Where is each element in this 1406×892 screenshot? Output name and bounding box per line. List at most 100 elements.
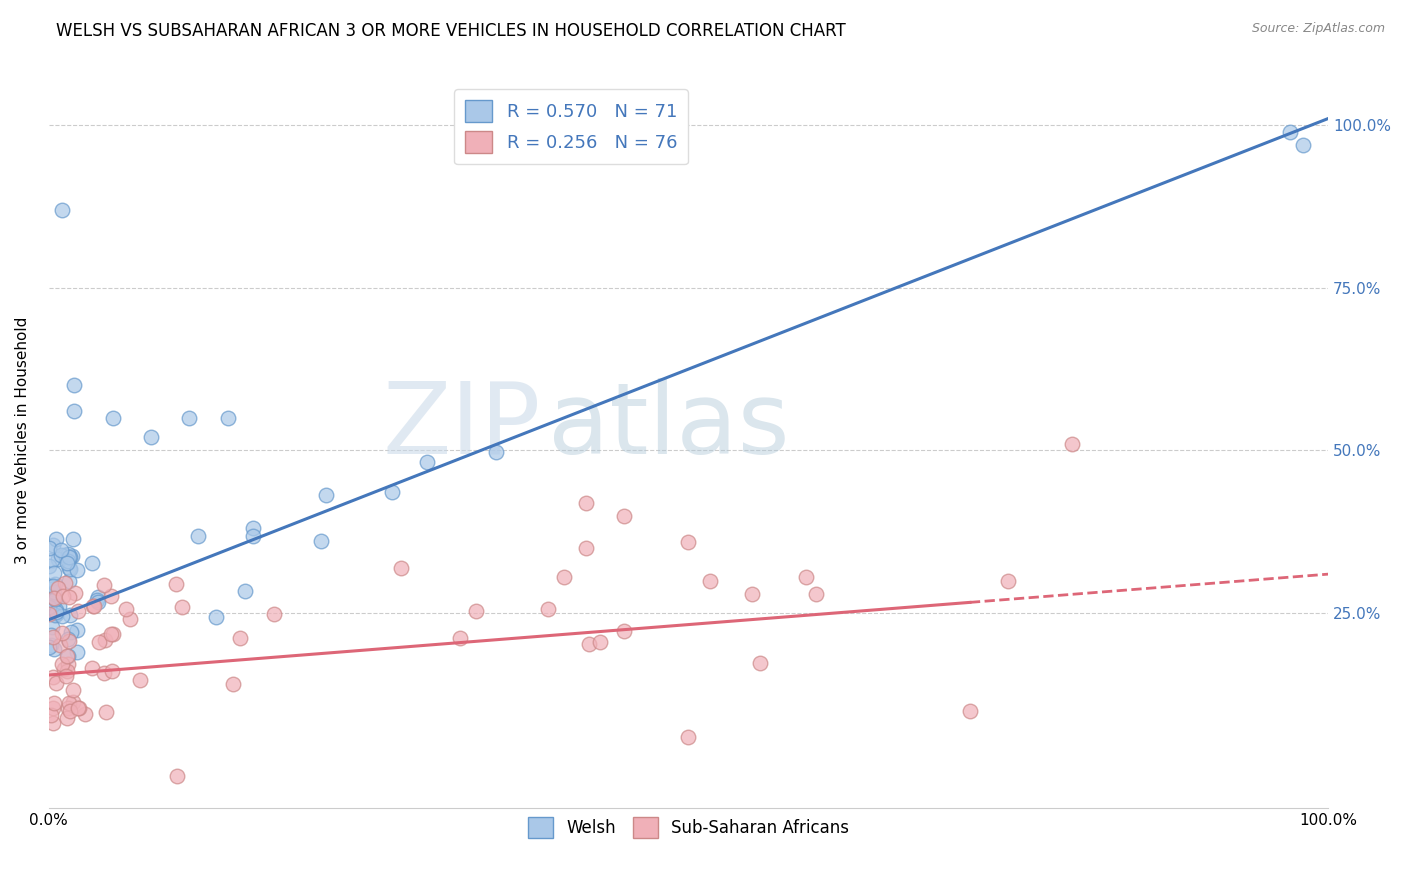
Point: [44, 591, 66, 605]
Point: [44, 696, 66, 710]
Point: [62, 682, 84, 697]
Point: [38, 640, 60, 654]
Point: [1062, 437, 1084, 451]
Legend: Welsh, Sub-Saharan Africans: Welsh, Sub-Saharan Africans: [522, 811, 856, 844]
Point: [217, 411, 239, 425]
Point: [52, 662, 75, 676]
Point: [56, 701, 79, 715]
Point: [55, 576, 77, 591]
Point: [179, 411, 201, 425]
Point: [39, 593, 62, 607]
Point: [60, 549, 83, 563]
Point: [46, 551, 69, 566]
Point: [139, 430, 162, 444]
Point: [67, 701, 90, 715]
Point: [41, 639, 63, 653]
Point: [58, 634, 80, 648]
Point: [58, 560, 80, 574]
Point: [66, 563, 89, 577]
Point: [959, 704, 981, 718]
Point: [56, 648, 79, 663]
Point: [416, 455, 439, 469]
Point: [222, 677, 245, 691]
Text: Source: ZipAtlas.com: Source: ZipAtlas.com: [1251, 22, 1385, 36]
Point: [678, 534, 700, 549]
Point: [381, 484, 404, 499]
Point: [794, 570, 817, 584]
Point: [41, 628, 63, 642]
Point: [553, 570, 575, 584]
Point: [41, 579, 63, 593]
Point: [56, 556, 79, 570]
Point: [93, 578, 115, 592]
Text: ZIP: ZIP: [382, 377, 541, 475]
Point: [45, 606, 67, 620]
Text: atlas: atlas: [548, 377, 789, 475]
Point: [41, 620, 63, 634]
Point: [94, 633, 117, 648]
Point: [42, 641, 65, 656]
Point: [41, 630, 63, 644]
Point: [51, 609, 73, 624]
Point: [101, 411, 124, 425]
Point: [806, 587, 828, 601]
Point: [44, 607, 66, 622]
Point: [58, 696, 80, 710]
Point: [741, 587, 763, 601]
Point: [93, 666, 115, 681]
Point: [44, 577, 66, 591]
Point: [41, 599, 63, 613]
Point: [449, 632, 471, 646]
Point: [100, 627, 122, 641]
Point: [51, 548, 73, 562]
Point: [58, 549, 80, 564]
Point: [235, 583, 257, 598]
Point: [56, 664, 79, 678]
Point: [59, 704, 82, 718]
Point: [311, 534, 333, 549]
Point: [165, 577, 187, 591]
Point: [55, 711, 77, 725]
Point: [187, 529, 209, 543]
Point: [51, 626, 73, 640]
Point: [56, 547, 79, 561]
Point: [42, 538, 65, 552]
Point: [52, 589, 75, 603]
Point: [678, 730, 700, 744]
Point: [1278, 124, 1301, 138]
Point: [1291, 137, 1313, 152]
Point: [575, 495, 598, 509]
Point: [48, 599, 70, 613]
Point: [465, 603, 488, 617]
Point: [55, 669, 77, 683]
Point: [58, 590, 80, 604]
Point: [166, 769, 188, 783]
Point: [59, 608, 82, 623]
Point: [42, 585, 65, 599]
Point: [86, 595, 108, 609]
Point: [228, 632, 250, 646]
Point: [83, 599, 105, 613]
Point: [749, 656, 772, 670]
Point: [263, 607, 285, 622]
Point: [389, 560, 412, 574]
Point: [62, 695, 84, 709]
Point: [485, 445, 508, 459]
Point: [58, 574, 80, 588]
Point: [45, 676, 67, 690]
Point: [82, 599, 104, 613]
Point: [66, 624, 89, 638]
Point: [63, 586, 86, 600]
Point: [58, 554, 80, 568]
Point: [101, 627, 124, 641]
Point: [120, 612, 142, 626]
Point: [94, 706, 117, 720]
Point: [66, 700, 89, 714]
Point: [613, 624, 636, 638]
Point: [56, 657, 79, 672]
Point: [44, 566, 66, 581]
Point: [65, 645, 87, 659]
Point: [100, 589, 122, 603]
Point: [51, 542, 73, 557]
Point: [45, 606, 67, 620]
